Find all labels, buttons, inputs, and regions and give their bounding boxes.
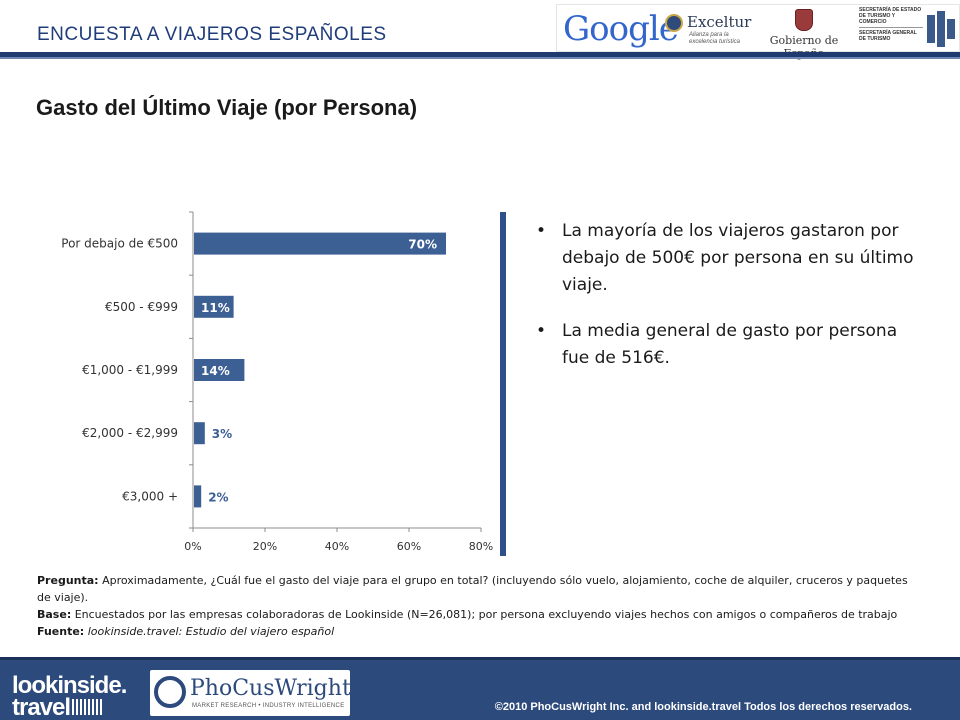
google-logo-text: Google	[563, 9, 679, 49]
bullet-icon: •	[536, 321, 547, 341]
data-label: 11%	[201, 301, 230, 315]
data-label: 2%	[208, 490, 228, 504]
methodology-notes: Pregunta: Aproximadamente, ¿Cuál fue el …	[37, 572, 917, 640]
header-rule-accent	[0, 57, 960, 59]
phocuswright-name: PhoCusWright	[190, 676, 351, 701]
secretaria-logo: SECRETARÍA DE ESTADO DE TURISMO Y COMERC…	[859, 7, 923, 51]
finding-text: La mayoría de los viajeros gastaron por …	[562, 221, 914, 295]
note-pregunta: Pregunta: Aproximadamente, ¿Cuál fue el …	[37, 572, 917, 606]
data-label: 3%	[212, 427, 232, 441]
gobierno-logo: Gobierno de España	[753, 7, 855, 60]
key-findings: • La mayoría de los viajeros gastaron po…	[536, 218, 916, 391]
secretaria-general-text: SECRETARÍA GENERAL DE TURISMO	[859, 30, 917, 42]
survey-title: ENCUESTA A VIAJEROS ESPAÑOLES	[37, 24, 387, 45]
x-tick-label: 60%	[397, 540, 421, 553]
finding-text: La media general de gasto por persona fu…	[562, 321, 898, 368]
bar	[194, 422, 205, 445]
phocuswright-tagline: MARKET RESEARCH • INDUSTRY INTELLIGENCE	[192, 703, 345, 709]
signal-bars-icon	[72, 699, 103, 715]
x-tick-label: 0%	[184, 540, 201, 553]
x-tick-label: 80%	[469, 540, 493, 553]
exceltur-tagline: Alianza para la excelencia turística	[689, 32, 741, 45]
note-base-label: Base:	[37, 608, 72, 621]
note-base: Base: Encuestados por las empresas colab…	[37, 606, 917, 623]
bar	[194, 232, 446, 255]
exceltur-mark-icon	[665, 14, 683, 32]
data-label: 14%	[201, 364, 230, 378]
secretaria-estado-text: SECRETARÍA DE ESTADO DE TURISMO Y COMERC…	[859, 7, 922, 25]
note-fuente-text: lookinside.travel: Estudio del viajero e…	[84, 625, 335, 638]
category-label: €500 - €999	[105, 300, 178, 314]
bar	[194, 359, 245, 381]
x-tick-label: 20%	[253, 540, 277, 553]
secretaria-divider	[859, 27, 923, 28]
google-logo: Google	[563, 9, 679, 49]
phocuswright-logo: PhoCusWright MARKET RESEARCH • INDUSTRY …	[150, 670, 351, 716]
phocuswright-mark-icon	[154, 676, 186, 708]
finding-bullet: • La media general de gasto por persona …	[536, 318, 916, 372]
crest-icon	[795, 9, 813, 31]
exceltur-logo: Exceltur Alianza para la excelencia turí…	[665, 11, 752, 51]
note-fuente: Fuente: lookinside.travel: Estudio del v…	[37, 623, 917, 640]
exceltur-name: Exceltur	[687, 13, 752, 31]
turismo-mark-icon	[927, 11, 955, 47]
bar	[194, 485, 202, 508]
category-label: Por debajo de €500	[61, 237, 178, 251]
header-rule	[0, 52, 960, 57]
partner-logos: Google Exceltur Alianza para la excelenc…	[556, 4, 960, 60]
finding-bullet: • La mayoría de los viajeros gastaron po…	[536, 218, 916, 299]
note-pregunta-label: Pregunta:	[37, 574, 99, 587]
note-pregunta-text: Aproximadamente, ¿Cuál fue el gasto del …	[37, 574, 908, 604]
data-label: 70%	[408, 238, 437, 252]
category-label: €1,000 - €1,999	[82, 363, 178, 377]
bar	[194, 295, 234, 318]
category-label: €2,000 - €2,999	[82, 426, 178, 440]
lookinside-line1: lookinside.	[12, 672, 127, 699]
note-fuente-label: Fuente:	[37, 625, 85, 638]
category-label: €3,000 +	[122, 489, 178, 503]
lookinside-line2: travel	[12, 694, 71, 720]
lookinside-logo: lookinside. travel	[12, 672, 127, 720]
bullet-icon: •	[536, 221, 547, 241]
x-tick-label: 40%	[325, 540, 349, 553]
spending-bar-chart: 0% 20% 40% 60% 80% Por debajo de €500 70% €500 …	[20, 200, 500, 570]
chart-svg: 0% 20% 40% 60% 80% Por debajo de €500 70% €500 …	[61, 211, 493, 553]
vertical-divider	[500, 212, 506, 556]
copyright-text: ©2010 PhoCusWright Inc. and lookinside.t…	[494, 701, 912, 713]
slide-title: Gasto del Último Viaje (por Persona)	[36, 95, 418, 120]
note-base-text: Encuestados por las empresas colaborador…	[71, 608, 898, 621]
footer-rule	[0, 657, 960, 660]
header: ENCUESTA A VIAJEROS ESPAÑOLES Google Exc…	[0, 0, 960, 60]
